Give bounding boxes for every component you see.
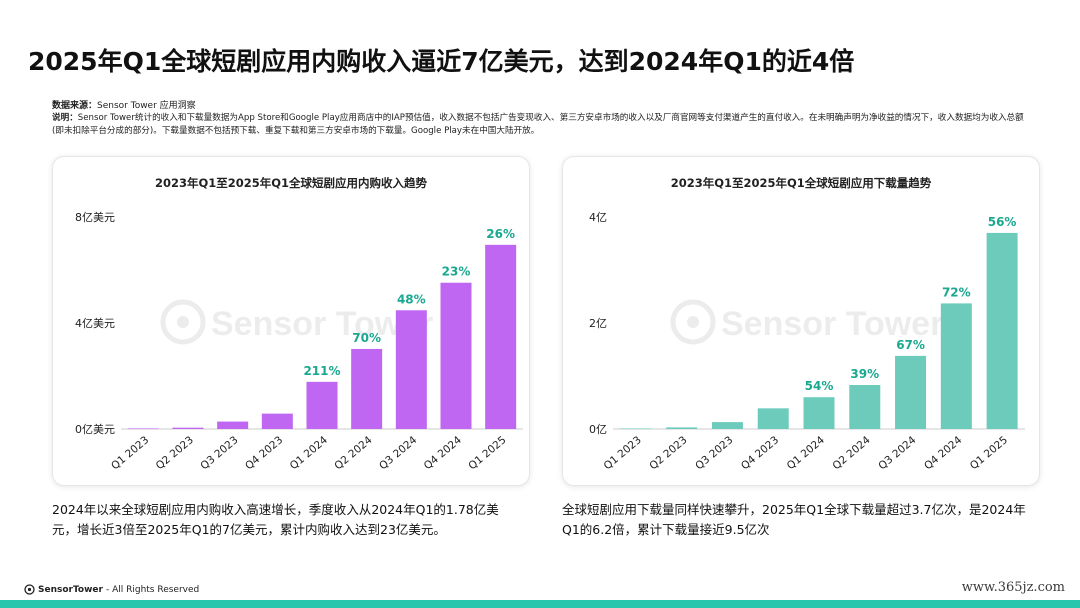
- data-label: 54%: [805, 379, 834, 393]
- y-tick-label: 8亿美元: [75, 211, 115, 224]
- footer-rights: - All Rights Reserved: [105, 584, 200, 595]
- bar: [172, 427, 204, 429]
- x-tick-label: Q2 2024: [332, 434, 374, 472]
- x-tick-label: Q2 2023: [154, 434, 196, 472]
- watermark-logo-dot: [177, 316, 189, 328]
- y-tick-label: 4亿美元: [75, 317, 115, 330]
- x-tick-label: Q4 2024: [422, 434, 464, 472]
- bar: [849, 385, 881, 429]
- downloads-chart-title: 2023年Q1至2025年Q1全球短剧应用下载量趋势: [670, 176, 932, 190]
- bar: [395, 310, 427, 429]
- revenue-chart-title: 2023年Q1至2025年Q1全球短剧应用内购收入趋势: [154, 176, 428, 190]
- revenue-chart-card: 2023年Q1至2025年Q1全球短剧应用内购收入趋势 Sensor Tower…: [52, 156, 530, 486]
- data-label: 26%: [486, 227, 515, 241]
- y-tick-label: 4亿: [589, 211, 607, 224]
- bar: [351, 348, 383, 429]
- bar: [986, 232, 1018, 429]
- bar: [306, 381, 338, 429]
- x-tick-label: Q1 2024: [785, 434, 827, 472]
- watermark-url: www.365jz.com: [958, 580, 1068, 595]
- x-tick-label: Q1 2025: [466, 434, 508, 472]
- data-label: 67%: [896, 338, 925, 352]
- y-tick-label: 0亿美元: [75, 423, 115, 436]
- bar: [440, 282, 472, 429]
- x-tick-label: Q4 2024: [922, 434, 964, 472]
- bar: [895, 355, 927, 429]
- revenue-description: 2024年以来全球短剧应用内购收入高速增长，季度收入从2024年Q1的1.78亿…: [52, 502, 499, 537]
- x-tick-label: Q4 2023: [739, 434, 781, 472]
- x-tick-label: Q3 2024: [876, 434, 918, 472]
- watermark-text: Sensor Tower: [721, 305, 943, 343]
- note-label: 说明：: [52, 113, 78, 123]
- bar: [803, 397, 835, 429]
- bar: [757, 408, 789, 429]
- bar: [127, 428, 159, 430]
- watermark-logo-dot: [687, 316, 699, 328]
- x-tick-label: Q4 2023: [243, 434, 285, 472]
- y-tick-label: 2亿: [589, 317, 607, 330]
- watermark: Sensor Tower: [670, 299, 943, 345]
- footer-logo-text: SensorTower: [38, 584, 103, 595]
- x-tick-label: Q3 2024: [377, 434, 419, 472]
- bar: [620, 428, 652, 430]
- bar: [711, 422, 743, 429]
- x-tick-label: Q1 2023: [602, 434, 644, 472]
- note-text: Sensor Tower统计的收入和下载量数据为App Store和Google…: [52, 113, 1024, 136]
- data-label: 56%: [988, 215, 1017, 229]
- bar: [940, 303, 972, 429]
- bar: [666, 427, 698, 429]
- data-label: 72%: [942, 285, 971, 299]
- downloads-chart-card: 2023年Q1至2025年Q1全球短剧应用下载量趋势 Sensor Tower 0…: [562, 156, 1040, 486]
- data-label: 39%: [850, 367, 879, 381]
- footer-bar: [0, 600, 1080, 608]
- watermark: Sensor Tower: [160, 299, 433, 345]
- page-title: 2025年Q1全球短剧应用内购收入逼近7亿美元，达到2024年Q1的近4倍: [28, 47, 855, 76]
- bar: [485, 244, 517, 429]
- data-source: 数据来源：Sensor Tower 应用洞察: [52, 98, 196, 111]
- note: 说明：Sensor Tower统计的收入和下载量数据为App Store和Goo…: [52, 112, 1032, 138]
- data-label: 70%: [352, 331, 381, 345]
- y-tick-label: 0亿: [589, 423, 607, 436]
- bar: [217, 421, 249, 429]
- footer-logo: SensorTower - All Rights Reserved: [24, 584, 199, 595]
- x-tick-label: Q3 2023: [198, 434, 240, 472]
- x-tick-label: Q1 2023: [109, 434, 151, 472]
- x-tick-label: Q1 2024: [288, 434, 330, 472]
- data-label: 23%: [442, 265, 471, 279]
- watermark-logo-icon: [160, 299, 206, 345]
- data-label: 48%: [397, 292, 426, 306]
- x-tick-label: Q1 2025: [968, 434, 1010, 472]
- watermark-logo-icon: [670, 299, 716, 345]
- bar: [261, 413, 293, 429]
- data-source-label: 数据来源：: [52, 101, 98, 111]
- data-source-text: Sensor Tower 应用洞察: [97, 101, 196, 111]
- x-tick-label: Q3 2023: [693, 434, 735, 472]
- data-label: 211%: [303, 364, 340, 378]
- downloads-description: 全球短剧应用下载量同样快速攀升，2025年Q1全球下载量超过3.7亿次，是202…: [562, 502, 1026, 537]
- x-tick-label: Q2 2024: [831, 434, 873, 472]
- x-tick-label: Q2 2023: [647, 434, 689, 472]
- sensor-tower-logo-icon: [24, 584, 35, 595]
